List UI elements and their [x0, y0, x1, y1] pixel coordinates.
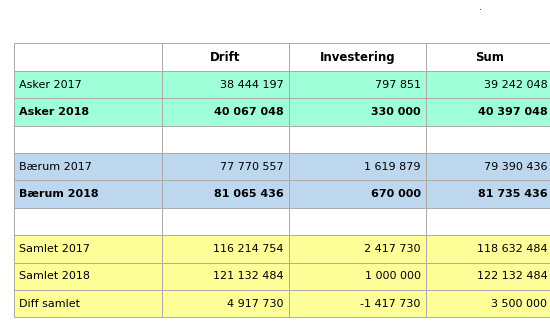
Text: 77 770 557: 77 770 557: [219, 162, 283, 172]
Text: Sum: Sum: [475, 51, 504, 63]
Bar: [289, 208, 426, 235]
Bar: [289, 263, 426, 290]
Bar: [162, 43, 289, 71]
Text: 40 397 048: 40 397 048: [477, 107, 547, 117]
Bar: [162, 235, 289, 263]
Text: 2 417 730: 2 417 730: [364, 244, 421, 254]
Text: 330 000: 330 000: [371, 107, 421, 117]
Text: 4 917 730: 4 917 730: [227, 299, 283, 309]
Text: Diff samlet: Diff samlet: [19, 299, 80, 309]
Bar: [289, 98, 426, 126]
Text: 39 242 048: 39 242 048: [483, 79, 547, 90]
Text: 81 735 436: 81 735 436: [477, 189, 547, 199]
Text: 122 132 484: 122 132 484: [476, 271, 547, 281]
Bar: [289, 180, 426, 208]
Bar: [14, 98, 162, 126]
Bar: [289, 43, 426, 71]
Text: 121 132 484: 121 132 484: [213, 271, 283, 281]
Text: Bærum 2018: Bærum 2018: [19, 189, 99, 199]
Text: Samlet 2018: Samlet 2018: [19, 271, 90, 281]
Text: 40 067 048: 40 067 048: [213, 107, 283, 117]
Bar: [426, 263, 550, 290]
Bar: [289, 290, 426, 317]
Text: -1 417 730: -1 417 730: [360, 299, 421, 309]
Bar: [426, 71, 550, 98]
Text: Investering: Investering: [320, 51, 395, 63]
Bar: [426, 98, 550, 126]
Text: 116 214 754: 116 214 754: [213, 244, 283, 254]
Bar: [162, 263, 289, 290]
Bar: [426, 126, 550, 153]
Bar: [14, 71, 162, 98]
Bar: [14, 263, 162, 290]
Text: 79 390 436: 79 390 436: [484, 162, 547, 172]
Text: 1 000 000: 1 000 000: [365, 271, 421, 281]
Bar: [426, 43, 550, 71]
Bar: [426, 180, 550, 208]
Bar: [162, 208, 289, 235]
Bar: [14, 208, 162, 235]
Bar: [289, 126, 426, 153]
Text: 38 444 197: 38 444 197: [219, 79, 283, 90]
Bar: [14, 290, 162, 317]
Bar: [162, 180, 289, 208]
Text: 797 851: 797 851: [375, 79, 421, 90]
Bar: [162, 71, 289, 98]
Text: 1 619 879: 1 619 879: [364, 162, 421, 172]
Bar: [289, 235, 426, 263]
Bar: [289, 153, 426, 180]
Text: Samlet 2017: Samlet 2017: [19, 244, 90, 254]
Text: 3 500 000: 3 500 000: [491, 299, 547, 309]
Text: 81 065 436: 81 065 436: [213, 189, 283, 199]
Bar: [426, 153, 550, 180]
Text: 670 000: 670 000: [371, 189, 421, 199]
Bar: [14, 43, 162, 71]
Bar: [14, 126, 162, 153]
Bar: [162, 126, 289, 153]
Text: 118 632 484: 118 632 484: [477, 244, 547, 254]
Bar: [426, 235, 550, 263]
Text: Asker 2018: Asker 2018: [19, 107, 89, 117]
Bar: [289, 71, 426, 98]
Bar: [14, 180, 162, 208]
Text: .: .: [478, 2, 481, 12]
Bar: [162, 153, 289, 180]
Bar: [426, 290, 550, 317]
Bar: [162, 290, 289, 317]
Bar: [14, 153, 162, 180]
Text: Asker 2017: Asker 2017: [19, 79, 82, 90]
Text: Bærum 2017: Bærum 2017: [19, 162, 92, 172]
Bar: [14, 235, 162, 263]
Text: Drift: Drift: [210, 51, 241, 63]
Bar: [162, 98, 289, 126]
Bar: [426, 208, 550, 235]
